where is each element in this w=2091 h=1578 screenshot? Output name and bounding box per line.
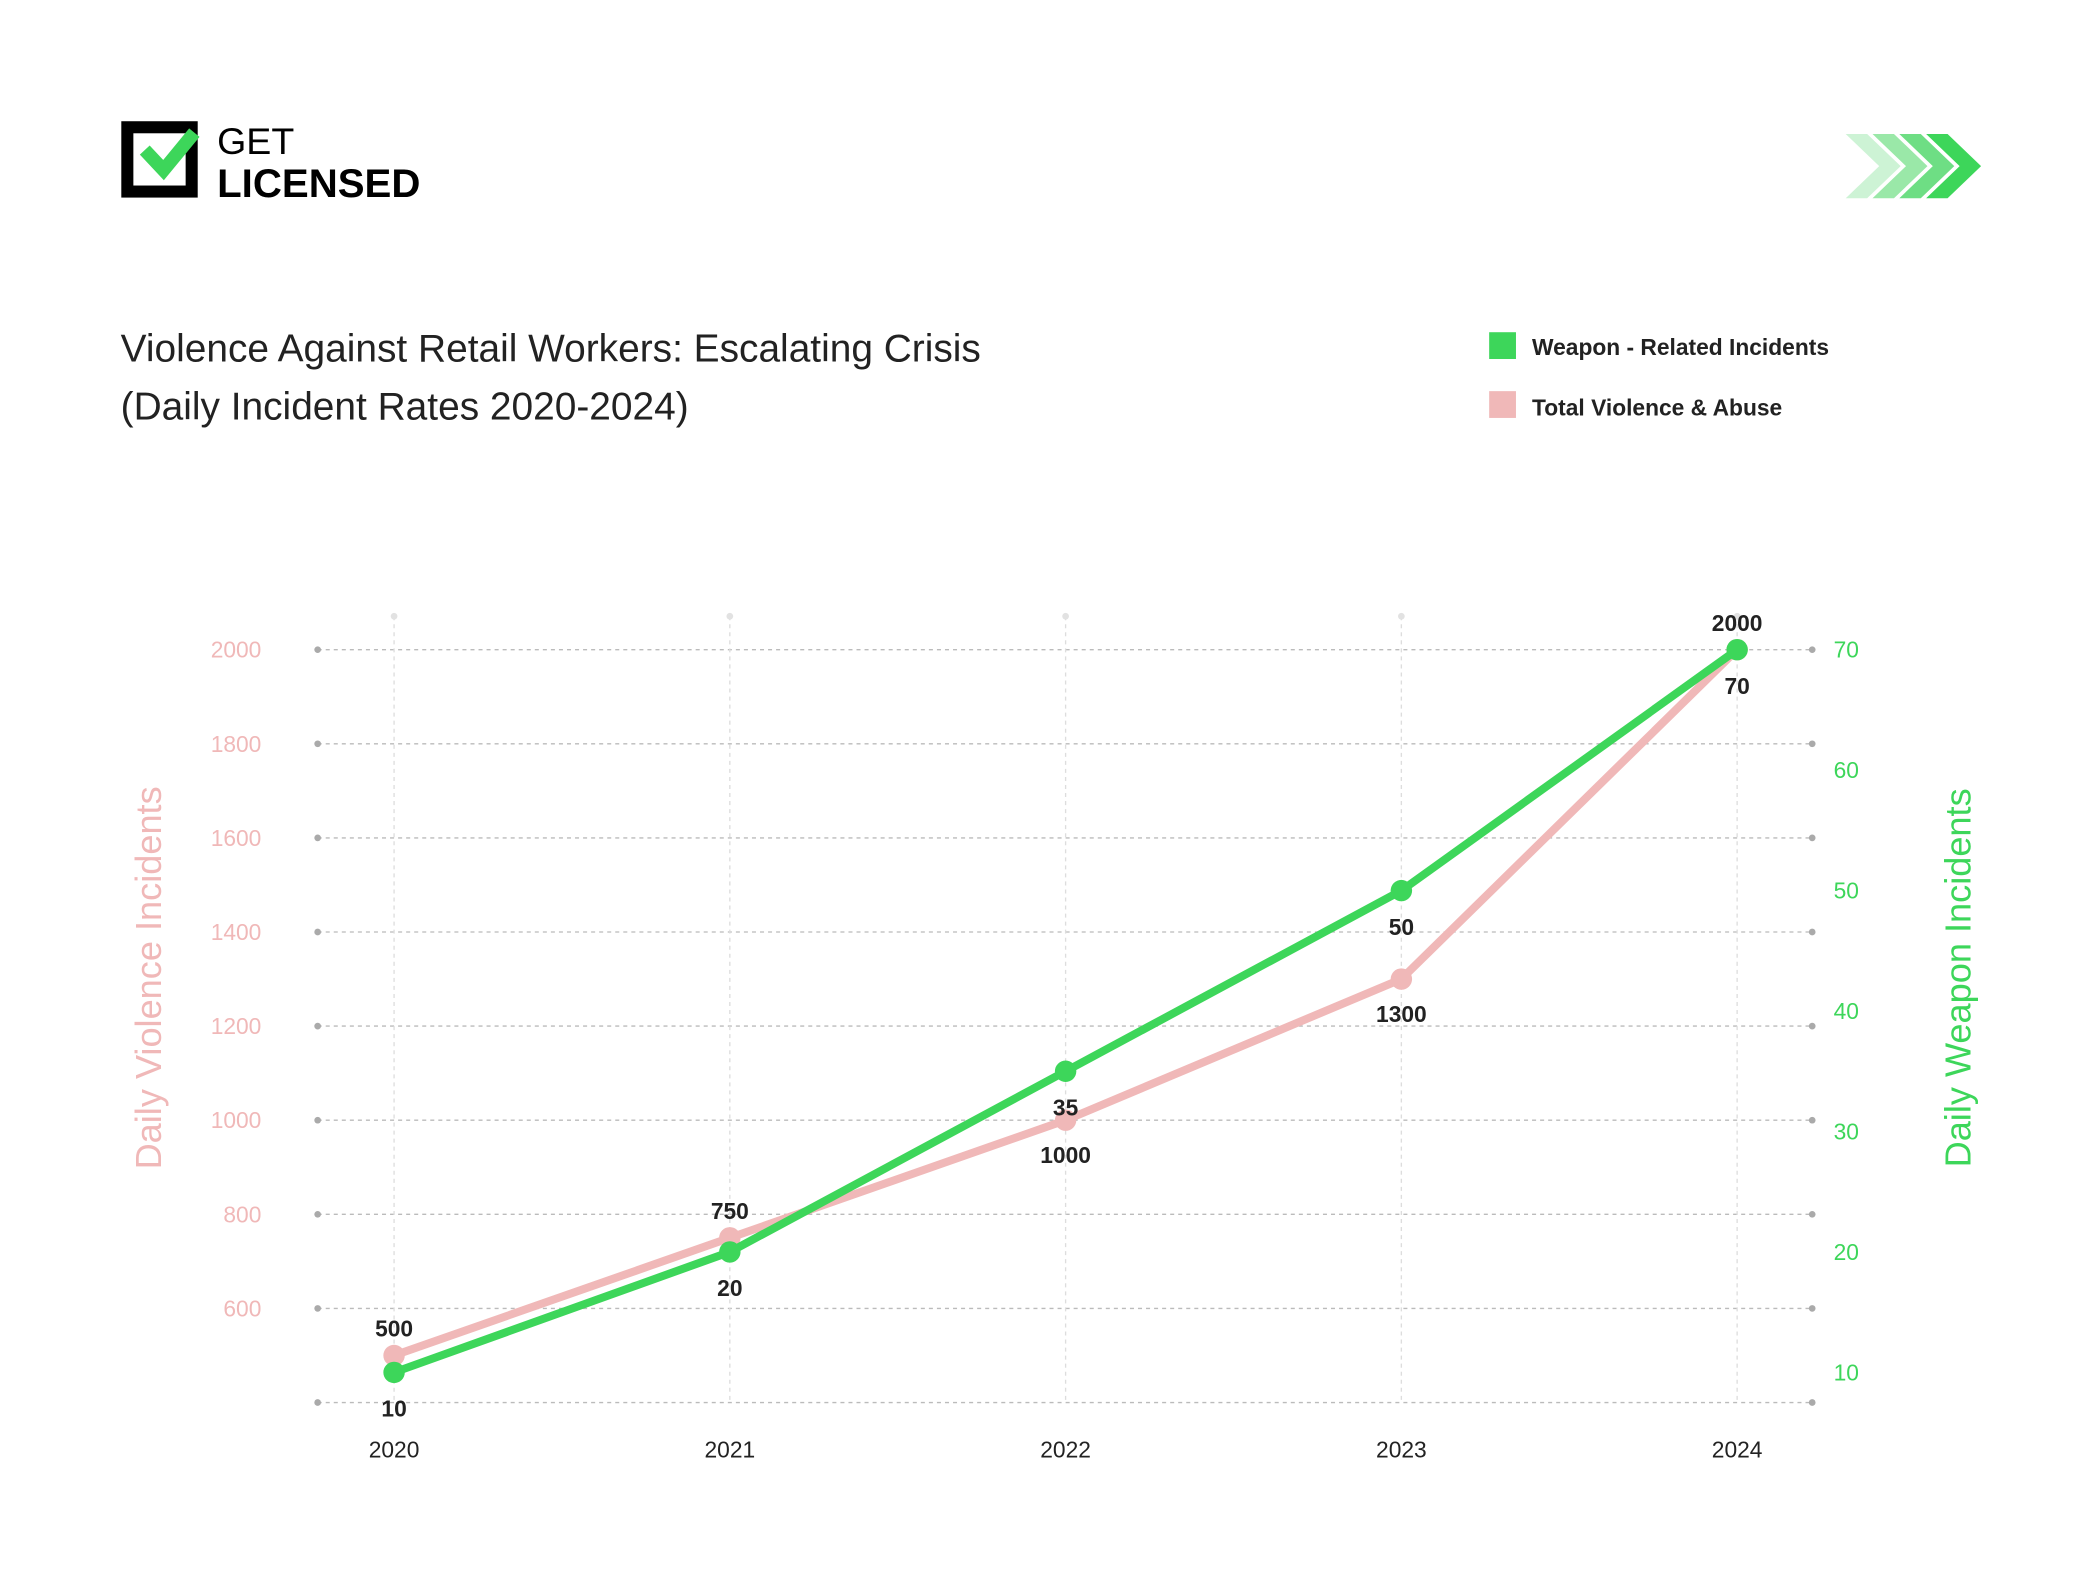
y-right-tick-label: 70 (1834, 637, 1859, 663)
logo-check-icon (139, 128, 200, 181)
gridline-end-dot (314, 1210, 322, 1218)
plot-area: 600 800 1000 1200 1400 1600 1800 2000 10 20 30 40 50… (211, 610, 1859, 1462)
data-label-weapon: 10 (381, 1396, 406, 1422)
data-point-weapon (1390, 879, 1413, 902)
gridline-end-dot (1808, 1022, 1816, 1030)
x-tick-label: 2022 (1040, 1436, 1091, 1462)
chevrons-right-icon (1845, 133, 1982, 199)
data-point-violence (383, 1344, 405, 1367)
gridline-end-dot (1808, 834, 1816, 842)
data-label-violence: 1000 (1040, 1142, 1091, 1168)
gridline-end-dot (314, 1022, 322, 1030)
gridline-top-dot (1062, 612, 1069, 620)
y-right-tick-label: 20 (1834, 1239, 1859, 1265)
gridline-end-dot (1808, 928, 1816, 936)
gridline-end-dot (1808, 1116, 1816, 1124)
y-left-tick-label: 2000 (211, 637, 262, 663)
y-right-tick-label: 40 (1834, 998, 1859, 1024)
y-left-tick-label: 600 (223, 1295, 261, 1321)
gridline-end-dot (1808, 740, 1816, 748)
data-point-weapon (383, 1361, 405, 1384)
gridline-end-dot (314, 1399, 322, 1406)
legend: Weapon - Related Incidents Total Violenc… (1489, 332, 1829, 420)
gridline-top-dot (390, 612, 398, 620)
data-point-weapon (1054, 1060, 1077, 1082)
data-point-violence (1054, 1109, 1077, 1131)
x-tick-label: 2020 (369, 1436, 420, 1462)
y-left-tick-label: 1200 (211, 1013, 262, 1039)
y-right-tick-label: 30 (1834, 1119, 1859, 1145)
legend-swatch-violence (1489, 391, 1516, 418)
chart-title-line2: (Daily Incident Rates 2020-2024) (121, 385, 689, 428)
legend-label-weapon: Weapon - Related Incidents (1532, 334, 1829, 360)
data-label-weapon: 20 (717, 1275, 742, 1301)
data-point-violence (1390, 968, 1413, 990)
y-left-tick-label: 800 (223, 1201, 261, 1227)
data-label-weapon: 50 (1389, 914, 1414, 940)
y-right-tick-label: 50 (1834, 878, 1859, 904)
data-label-violence: 1300 (1376, 1001, 1427, 1027)
gridline-end-dot (314, 928, 322, 936)
x-tick-label: 2024 (1712, 1436, 1763, 1462)
gridline-end-dot (1808, 1305, 1816, 1312)
y-left-tick-label: 1400 (211, 919, 262, 945)
data-label-violence: 500 (375, 1316, 413, 1342)
y-left-tick-label: 1800 (211, 731, 262, 757)
data-label-violence: 2000 (1712, 610, 1763, 636)
chart-title-line1: Violence Against Retail Workers: Escalat… (121, 328, 981, 371)
x-tick-label: 2023 (1376, 1436, 1427, 1462)
gridline-end-dot (314, 646, 322, 654)
y-right-tick-label: 60 (1834, 757, 1859, 783)
gridline-end-dot (1808, 646, 1816, 654)
data-point-weapon (719, 1241, 741, 1263)
data-label-weapon: 35 (1053, 1094, 1079, 1120)
gridline-end-dot (314, 1116, 322, 1124)
gridline-end-dot (314, 740, 322, 748)
data-label-violence: 750 (711, 1198, 749, 1224)
logo-box-icon (121, 121, 198, 198)
gridline-end-dot (1808, 1210, 1816, 1218)
gridline-top-dot (726, 612, 734, 620)
logo-licensed: LICENSED (217, 161, 420, 206)
gridline-top-dot (1733, 612, 1741, 620)
legend-label-violence: Total Violence & Abuse (1532, 394, 1782, 420)
logo-get: GET (217, 120, 294, 162)
gridline-end-dot (1808, 1399, 1816, 1406)
y-left-axis-title: Daily Violence Incidents (128, 786, 169, 1169)
gridline-end-dot (314, 1305, 322, 1312)
x-tick-label: 2021 (705, 1436, 756, 1462)
y-right-axis-title: Daily Weapon Incidents (1937, 788, 1978, 1167)
gridline-top-dot (1398, 612, 1405, 620)
y-right-tick-label: 10 (1834, 1359, 1859, 1385)
y-left-tick-label: 1000 (211, 1107, 262, 1133)
data-point-weapon (1726, 638, 1748, 661)
gridline-end-dot (314, 834, 322, 842)
data-label-weapon: 70 (1724, 673, 1749, 699)
y-left-tick-label: 1600 (211, 825, 262, 851)
legend-swatch-weapon (1489, 332, 1516, 360)
logo: GET LICENSED (121, 120, 420, 206)
